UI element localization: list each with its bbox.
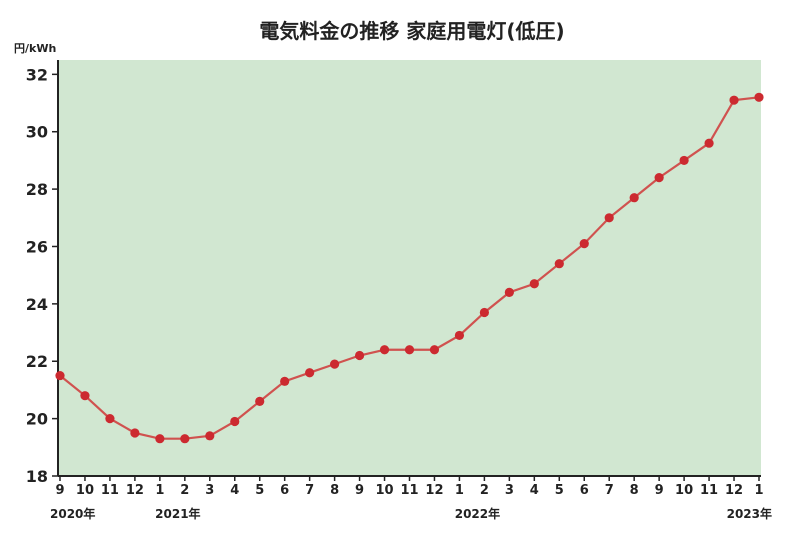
x-tick-label: 7 — [605, 483, 614, 498]
x-tick-label: 2 — [480, 483, 489, 498]
x-tick-label: 2 — [180, 483, 189, 498]
data-point — [704, 138, 714, 148]
x-axis-ticks: 9 10 11 12 1 2 3 4 5 6 7 8 9 10 11 12 1 2 3 4 5 6 7 8 9 10 11 12 1 — [55, 476, 764, 498]
x-tick-label: 12 — [126, 483, 144, 498]
y-tick-label: 24 — [26, 295, 48, 314]
y-tick-label: 18 — [26, 467, 48, 486]
data-point — [454, 330, 465, 341]
data-point — [429, 345, 440, 355]
x-tick-label: 8 — [330, 483, 339, 498]
x-tick-label: 6 — [280, 483, 289, 498]
data-point — [155, 434, 165, 444]
data-point — [205, 431, 215, 441]
data-point — [80, 391, 90, 401]
x-tick-label: 8 — [630, 483, 639, 498]
x-tick-label: 9 — [655, 483, 664, 498]
data-point — [554, 259, 564, 269]
year-label: 2022年 — [455, 506, 500, 521]
data-points — [55, 92, 764, 444]
x-tick-label: 12 — [425, 483, 443, 498]
x-tick-label: 6 — [580, 483, 589, 498]
data-point — [504, 287, 514, 297]
data-point — [255, 396, 265, 407]
year-labels: 2020年 2021年 2022年 2023年 — [50, 506, 772, 521]
x-tick-label: 7 — [305, 483, 314, 498]
x-tick-label: 9 — [355, 483, 364, 498]
y-tick-label: 28 — [26, 180, 48, 199]
data-point — [579, 239, 589, 249]
x-tick-label: 12 — [725, 483, 743, 498]
year-label: 2021年 — [155, 506, 200, 521]
data-point — [354, 350, 365, 361]
chart-title: 電気料金の推移 家庭用電灯(低圧) — [259, 19, 564, 43]
data-point — [679, 155, 689, 166]
y-tick-label: 32 — [26, 65, 48, 84]
y-tick-label: 30 — [26, 123, 48, 142]
x-tick-label: 3 — [205, 483, 214, 498]
data-point — [305, 368, 315, 378]
x-tick-label: 5 — [255, 483, 264, 498]
data-point — [629, 193, 639, 203]
y-tick-label: 22 — [26, 352, 48, 371]
data-point — [529, 279, 539, 289]
data-point — [130, 428, 140, 438]
year-label: 2023年 — [727, 506, 772, 521]
data-point — [105, 414, 115, 424]
x-tick-label: 1 — [155, 483, 164, 498]
x-tick-label: 9 — [55, 483, 64, 498]
x-tick-label: 10 — [76, 483, 94, 498]
plot-area — [58, 60, 761, 476]
y-axis-unit: 円/kWh — [14, 42, 56, 55]
y-tick-label: 26 — [26, 237, 48, 256]
x-tick-label: 10 — [675, 483, 693, 498]
data-point — [754, 92, 764, 102]
x-tick-label: 11 — [101, 483, 119, 498]
y-axis-ticks: 18 20 22 24 26 28 30 32 — [26, 65, 58, 486]
x-tick-label: 1 — [455, 483, 464, 498]
data-point — [330, 359, 340, 369]
year-label: 2020年 — [50, 506, 95, 521]
x-tick-label: 11 — [700, 483, 718, 498]
x-tick-label: 10 — [375, 483, 393, 498]
x-tick-label: 3 — [505, 483, 514, 498]
data-point — [379, 345, 390, 355]
data-point — [280, 376, 290, 386]
data-point — [654, 173, 664, 183]
data-point — [230, 416, 240, 427]
data-point — [404, 345, 415, 355]
x-tick-label: 4 — [530, 483, 539, 498]
data-point — [479, 307, 489, 318]
data-point — [55, 370, 65, 381]
x-tick-label: 5 — [555, 483, 564, 498]
data-point — [180, 434, 190, 444]
x-tick-label: 4 — [230, 483, 239, 498]
x-tick-label: 11 — [400, 483, 418, 498]
data-point — [604, 213, 614, 223]
y-tick-label: 20 — [26, 410, 48, 429]
data-point — [729, 95, 739, 105]
x-tick-label: 1 — [754, 483, 763, 498]
